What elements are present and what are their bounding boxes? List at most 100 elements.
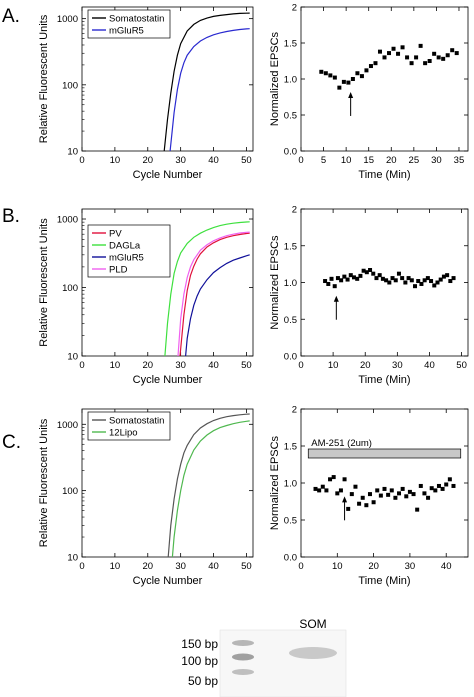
gel-ladder-band-50 bbox=[232, 669, 254, 675]
y-tick-label: 2 bbox=[292, 205, 297, 216]
x-tick-label: 35 bbox=[454, 155, 465, 166]
data-point bbox=[441, 274, 446, 279]
x-tick-label: 50 bbox=[456, 360, 467, 371]
data-point bbox=[364, 270, 369, 275]
data-point bbox=[414, 55, 419, 60]
x-tick-label: 40 bbox=[208, 360, 219, 371]
data-point bbox=[436, 483, 441, 488]
series-line-mglur5 bbox=[185, 254, 250, 356]
arrow-head bbox=[333, 295, 339, 302]
data-point bbox=[423, 61, 428, 66]
data-point bbox=[342, 477, 347, 482]
x-tick-label: 10 bbox=[110, 360, 121, 371]
data-point bbox=[426, 495, 431, 500]
y-tick-label: 0.5 bbox=[284, 315, 297, 326]
gel-som-band bbox=[289, 647, 337, 659]
data-point bbox=[375, 488, 380, 493]
data-point bbox=[403, 280, 408, 285]
data-point bbox=[341, 79, 346, 84]
x-tick-label: 30 bbox=[431, 155, 442, 166]
series-line-12lipo bbox=[171, 420, 250, 557]
data-point bbox=[407, 489, 412, 494]
data-point bbox=[397, 491, 402, 496]
data-point bbox=[326, 281, 331, 286]
data-point bbox=[338, 488, 343, 493]
plot-frame bbox=[300, 408, 469, 558]
data-point bbox=[355, 276, 360, 281]
panel-label-a: A. bbox=[2, 6, 20, 27]
y-tick-label: 2 bbox=[292, 405, 297, 416]
data-point bbox=[422, 491, 427, 496]
data-point bbox=[433, 488, 438, 493]
y-tick-label: 1.5 bbox=[284, 39, 297, 50]
data-point bbox=[447, 477, 452, 482]
x-tick-label: 20 bbox=[386, 155, 397, 166]
data-point bbox=[440, 486, 445, 491]
arrow-head bbox=[342, 496, 348, 503]
data-point bbox=[360, 495, 365, 500]
x-axis-label: Cycle Number bbox=[133, 169, 203, 181]
data-point bbox=[396, 51, 401, 56]
data-point bbox=[396, 271, 401, 276]
data-point bbox=[331, 475, 336, 480]
y-tick-label: 1.0 bbox=[284, 479, 297, 490]
y-axis-label: Normalized EPSCs bbox=[269, 435, 281, 530]
legend-label: DAGLa bbox=[109, 241, 141, 252]
gel-ladder-band-150 bbox=[232, 640, 254, 646]
data-point bbox=[429, 279, 434, 284]
gel-background bbox=[219, 629, 347, 697]
y-axis-label: Normalized EPSCs bbox=[269, 235, 281, 330]
data-point bbox=[400, 276, 405, 281]
x-axis-label: Time (Min) bbox=[358, 575, 410, 587]
data-point bbox=[436, 55, 441, 60]
data-point bbox=[389, 488, 394, 493]
x-axis-label: Cycle Number bbox=[133, 374, 203, 386]
x-tick-label: 0 bbox=[79, 360, 84, 371]
x-tick-label: 15 bbox=[363, 155, 374, 166]
data-point bbox=[313, 486, 318, 491]
data-point bbox=[346, 80, 351, 85]
x-tick-label: 50 bbox=[241, 155, 252, 166]
x-tick-label: 40 bbox=[208, 155, 219, 166]
data-point bbox=[386, 492, 391, 497]
x-axis-label: Time (Min) bbox=[358, 374, 410, 386]
panel-label-b: B. bbox=[2, 206, 20, 227]
data-point bbox=[353, 484, 358, 489]
data-point bbox=[339, 278, 344, 283]
drug-bar-label: AM-251 (2um) bbox=[311, 438, 372, 449]
data-point bbox=[391, 46, 396, 51]
data-point bbox=[355, 71, 360, 76]
data-point bbox=[351, 275, 356, 280]
data-point bbox=[406, 276, 411, 281]
x-tick-label: 0 bbox=[298, 360, 303, 371]
x-tick-label: 0 bbox=[79, 155, 84, 166]
x-tick-label: 25 bbox=[409, 155, 420, 166]
series-line-pld bbox=[177, 231, 250, 356]
data-point bbox=[441, 56, 446, 61]
gel-ladder-label-100: 100 bp bbox=[181, 654, 218, 668]
data-point bbox=[358, 273, 363, 278]
data-point bbox=[317, 488, 322, 493]
x-tick-label: 5 bbox=[321, 155, 326, 166]
x-axis-label: Time (Min) bbox=[358, 169, 410, 181]
data-point bbox=[416, 279, 421, 284]
data-point bbox=[432, 283, 437, 288]
chart-C-epsc: 0 10 20 30 40 0.0 0.5 1.0 1.5 2 Time (Min) Normaliz… bbox=[269, 405, 469, 587]
data-point bbox=[387, 51, 392, 56]
data-point bbox=[319, 69, 324, 74]
chart-B-epsc: 0 10 20 30 40 50 0.0 0.5 1.0 1.5 2 Time (Min) Normal… bbox=[269, 205, 469, 386]
legend-label: Somatostatin bbox=[109, 14, 164, 25]
x-tick-label: 30 bbox=[405, 561, 416, 572]
arrow-head bbox=[348, 91, 354, 98]
x-axis-label: Cycle Number bbox=[133, 575, 203, 587]
data-point bbox=[400, 486, 405, 491]
y-tick-label: 1.5 bbox=[284, 442, 297, 453]
data-point bbox=[373, 61, 378, 66]
data-point bbox=[371, 271, 376, 276]
data-point bbox=[374, 276, 379, 281]
legend-label: PLD bbox=[109, 265, 128, 276]
